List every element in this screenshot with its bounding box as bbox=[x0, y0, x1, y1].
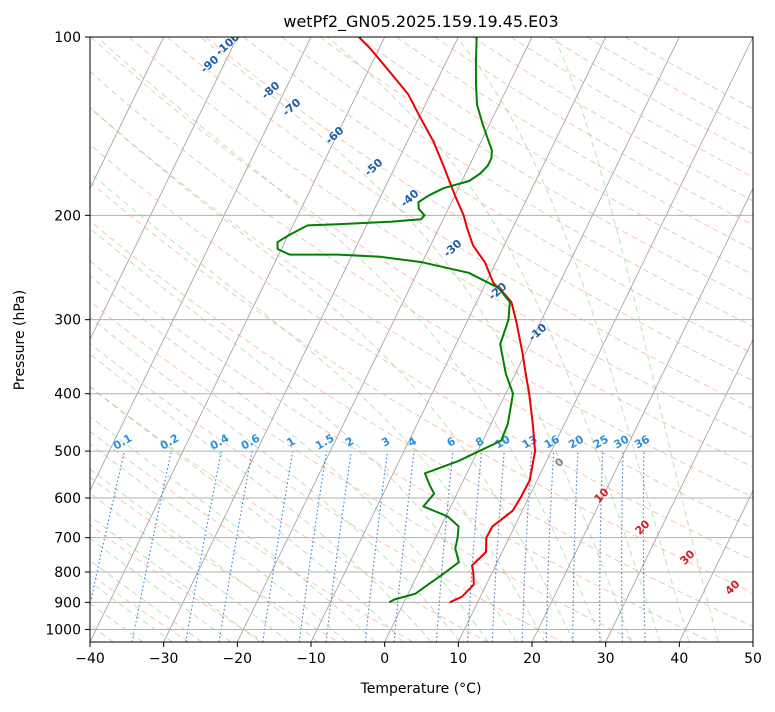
moist-adiabat-label: 0 bbox=[552, 455, 567, 470]
x-tick-label: 30 bbox=[597, 651, 615, 667]
y-axis-label: Pressure (hPa) bbox=[12, 290, 28, 390]
dry-adiabat-line bbox=[0, 37, 189, 642]
mixing-ratio-label: 0.6 bbox=[239, 431, 263, 452]
moist-adiabat-line bbox=[15, 37, 574, 642]
mixing-ratio-label: 6 bbox=[445, 434, 458, 449]
dry-adiabat-line bbox=[473, 37, 775, 642]
mixing-ratio-label: 13 bbox=[520, 433, 540, 452]
mixing-ratio-line bbox=[82, 451, 125, 642]
dry-adiabat-line bbox=[320, 37, 775, 642]
dry-adiabat-label: -10 bbox=[526, 321, 550, 344]
y-tick-label: 600 bbox=[54, 491, 81, 507]
moist-adiabat-line bbox=[0, 37, 318, 642]
isotherm-line bbox=[16, 37, 311, 642]
dry-adiabat-label: -100 bbox=[213, 30, 242, 58]
x-tick-label: 40 bbox=[670, 651, 688, 667]
x-tick-label: 0 bbox=[380, 651, 389, 667]
dry-adiabat-line bbox=[0, 37, 264, 642]
mixing-ratio-label: 0.4 bbox=[208, 431, 232, 452]
mixing-ratio-line bbox=[600, 451, 603, 642]
dry-adiabat-line bbox=[129, 37, 775, 642]
x-tick-label: −10 bbox=[296, 651, 326, 667]
x-axis: −40 −30 −20 −10 0 10 20 30 40 50 bbox=[75, 642, 762, 667]
y-tick-label: 800 bbox=[54, 565, 81, 581]
mixing-ratio-label: 0.2 bbox=[158, 432, 181, 453]
moist-adiabat-line bbox=[0, 37, 375, 642]
dry-adiabat-label: -30 bbox=[441, 237, 465, 260]
chart-title: wetPf2_GN05.2025.159.19.45.E03 bbox=[283, 12, 558, 32]
isotherm-line bbox=[532, 37, 775, 642]
mixing-ratio-line bbox=[643, 451, 645, 642]
y-tick-label: 500 bbox=[54, 444, 81, 460]
x-tick-label: 10 bbox=[449, 651, 467, 667]
moist-adiabat-line bbox=[0, 37, 460, 642]
plot-frame bbox=[90, 37, 753, 642]
y-tick-label: 1000 bbox=[45, 622, 81, 638]
dry-adiabat-line bbox=[0, 37, 775, 642]
isotherm-line bbox=[311, 37, 606, 642]
dry-adiabat-line bbox=[0, 37, 775, 642]
mixing-ratio-label: 25 bbox=[591, 433, 611, 452]
moist-adiabat-line bbox=[0, 37, 346, 642]
y-tick-label: 400 bbox=[54, 387, 81, 403]
x-axis-label: Temperature (°C) bbox=[360, 681, 482, 697]
dry-adiabat-line bbox=[0, 37, 775, 642]
mixing-ratio-label: 3 bbox=[379, 435, 392, 450]
dry-adiabat-line bbox=[396, 37, 775, 642]
mixing-ratio-line bbox=[622, 451, 624, 642]
isotherm-line bbox=[753, 37, 775, 642]
mixing-ratio-line bbox=[436, 451, 453, 642]
dry-adiabat-line bbox=[0, 37, 637, 642]
mixing-ratio-label: 36 bbox=[632, 432, 652, 451]
y-tick-label: 200 bbox=[54, 208, 81, 224]
dry-adiabat-label: -60 bbox=[323, 124, 347, 147]
x-tick-label: −30 bbox=[149, 651, 179, 667]
y-tick-label: 700 bbox=[54, 531, 81, 547]
mixing-ratio-line bbox=[468, 451, 482, 642]
moist-adiabat-line bbox=[0, 37, 488, 642]
moist-adiabat-line bbox=[0, 37, 517, 642]
moist-adiabat-line bbox=[201, 37, 631, 642]
mixing-ratio-label: 4 bbox=[406, 434, 419, 449]
x-tick-label: 20 bbox=[523, 651, 541, 667]
mixing-ratio-line bbox=[573, 451, 578, 642]
moist-adiabat-line bbox=[555, 37, 719, 642]
mixing-ratio-line bbox=[326, 451, 351, 642]
y-tick-label: 900 bbox=[54, 595, 81, 611]
moist-adiabat-line bbox=[0, 37, 231, 642]
moist-adiabat-line bbox=[0, 37, 403, 642]
x-tick-label: 50 bbox=[744, 651, 762, 667]
dry-adiabat-line bbox=[549, 37, 775, 642]
dry-adiabat-line bbox=[358, 37, 775, 642]
background-lines bbox=[0, 37, 775, 642]
moist-adiabat-line bbox=[0, 37, 202, 642]
dry-adiabat-label: -90 bbox=[198, 53, 222, 76]
mixing-ratio-label: 1.5 bbox=[313, 432, 336, 453]
x-tick-label: −40 bbox=[75, 651, 105, 667]
x-tick-label: −20 bbox=[223, 651, 253, 667]
adiabat-labels: -100-90-80-70-60-50-40-30-20-10010203040… bbox=[111, 30, 743, 597]
moist-adiabat-line bbox=[97, 37, 602, 642]
moist-adiabat-line bbox=[0, 37, 260, 642]
dry-adiabat-label: -70 bbox=[280, 96, 304, 119]
mixing-ratio-line bbox=[263, 451, 293, 642]
y-axis: 100 200 300 400 500 600 700 800 900 1000 bbox=[45, 30, 90, 638]
mixing-ratio-label: 2 bbox=[343, 435, 356, 450]
dry-adiabat-line bbox=[587, 37, 775, 642]
mixing-ratio-line bbox=[219, 451, 252, 642]
mixing-ratio-line bbox=[365, 451, 387, 642]
y-tick-label: 100 bbox=[54, 30, 81, 46]
mixing-ratio-line bbox=[186, 451, 222, 642]
isotherm-line bbox=[679, 37, 775, 642]
moist-adiabat-label: 20 bbox=[633, 517, 653, 537]
mixing-ratio-label: 1 bbox=[284, 435, 297, 450]
y-tick-label: 300 bbox=[54, 313, 81, 329]
mixing-ratio-line bbox=[546, 451, 553, 642]
